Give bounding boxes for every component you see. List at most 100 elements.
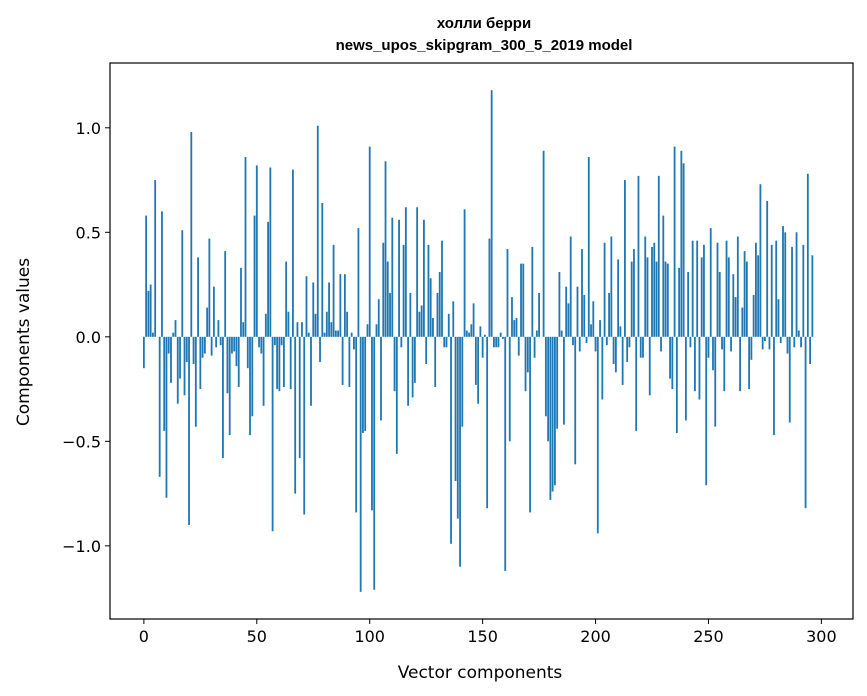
bar — [203, 336, 206, 354]
bar — [423, 219, 425, 337]
bar — [192, 336, 195, 364]
bar — [648, 336, 651, 396]
bar — [664, 261, 667, 337]
bar — [590, 324, 592, 337]
bar — [775, 240, 778, 337]
bar — [264, 313, 267, 337]
bar — [314, 313, 317, 337]
bar — [188, 336, 190, 525]
bar — [694, 336, 696, 392]
bar — [506, 249, 509, 337]
bar — [228, 336, 231, 436]
bar — [145, 215, 148, 337]
bar — [666, 263, 669, 337]
bar — [438, 272, 441, 337]
x-tick-label: 50 — [247, 627, 267, 646]
bar — [170, 336, 172, 383]
bar — [791, 246, 793, 337]
bar — [488, 238, 491, 337]
bar — [560, 330, 563, 337]
bar — [416, 207, 419, 337]
bar — [298, 336, 301, 459]
bar — [357, 228, 360, 337]
bar — [687, 272, 690, 337]
bar — [366, 324, 369, 337]
bar — [673, 146, 676, 337]
bar — [226, 336, 229, 394]
x-tick-label: 200 — [580, 627, 611, 646]
bar — [235, 336, 238, 367]
bar — [253, 215, 256, 337]
bar — [680, 150, 683, 337]
bar — [260, 336, 263, 354]
bar — [391, 217, 394, 337]
bar — [497, 336, 500, 348]
bar — [563, 336, 565, 425]
y-axis-ticks: −1.0 −0.5 0.0 0.5 1.0 — [62, 119, 110, 556]
bar — [617, 259, 620, 337]
y-tick-label: −0.5 — [62, 432, 101, 451]
bar — [517, 336, 520, 356]
bar — [786, 336, 789, 354]
bar — [316, 125, 319, 337]
bar — [601, 336, 604, 400]
bar — [330, 322, 333, 337]
bar — [739, 336, 741, 392]
bar — [795, 232, 798, 337]
x-tick-label: 100 — [354, 627, 385, 646]
bar — [529, 336, 531, 513]
bar — [709, 228, 712, 337]
bar — [773, 336, 775, 436]
bar — [172, 332, 175, 337]
bar — [334, 330, 337, 337]
bar — [312, 282, 315, 337]
bar — [420, 305, 423, 337]
bar — [427, 244, 430, 337]
bar — [222, 336, 224, 459]
bar — [508, 336, 511, 442]
bar — [651, 246, 653, 337]
bar — [267, 221, 269, 337]
bar — [201, 336, 204, 358]
bar — [727, 257, 730, 337]
bar — [167, 336, 170, 354]
bar — [784, 232, 787, 337]
bar — [142, 336, 145, 369]
bar — [669, 336, 671, 379]
bar — [691, 240, 694, 337]
bar — [732, 274, 735, 337]
bar — [382, 242, 385, 337]
bar — [533, 336, 536, 358]
bar — [572, 336, 574, 346]
bar — [418, 311, 421, 337]
bar — [502, 336, 504, 339]
bar — [269, 167, 272, 337]
y-tick-label: 1.0 — [76, 119, 101, 138]
bar — [635, 336, 638, 431]
bar — [684, 336, 687, 421]
bar — [389, 292, 391, 337]
bar — [725, 240, 728, 337]
bar — [208, 238, 211, 337]
bar — [782, 226, 784, 337]
bar — [479, 326, 482, 337]
bar — [736, 236, 739, 337]
bar — [443, 336, 446, 348]
bar — [429, 278, 432, 337]
bar — [779, 336, 782, 344]
bar — [581, 249, 583, 337]
bar — [712, 336, 714, 371]
bar — [802, 244, 805, 337]
bar — [655, 261, 658, 337]
chart-title: холли берри — [437, 15, 531, 32]
bar — [637, 175, 640, 337]
bar — [526, 336, 529, 373]
bar — [278, 336, 281, 392]
bar — [531, 246, 534, 337]
bar — [806, 173, 809, 337]
bar — [752, 295, 755, 337]
bar — [450, 336, 452, 544]
bar — [565, 286, 568, 337]
bar — [483, 334, 486, 337]
